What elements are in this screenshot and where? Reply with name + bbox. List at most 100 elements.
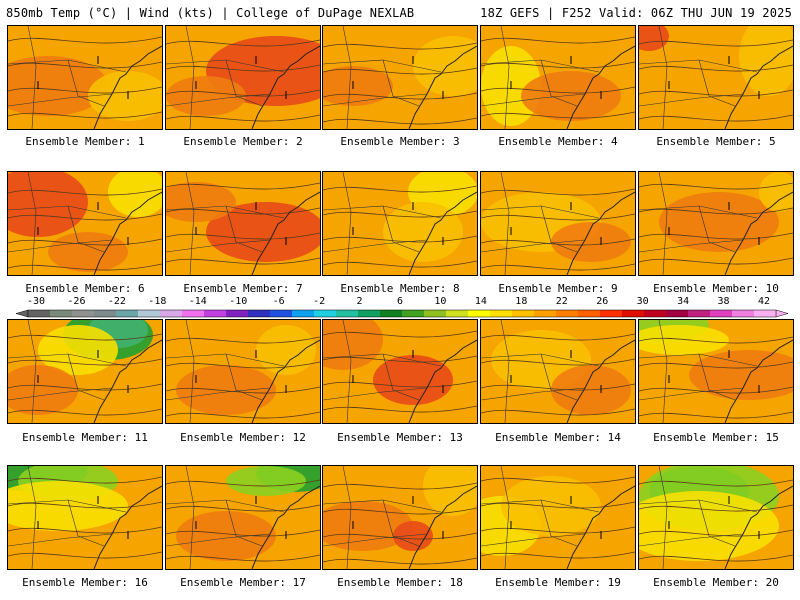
member-map-3 (322, 25, 478, 130)
member-label: Ensemble Member: 5 (656, 135, 776, 148)
coastline (93, 45, 162, 129)
height-contour (323, 117, 477, 125)
colorbar-tick-label: -6 (272, 296, 285, 307)
state-border (698, 499, 736, 547)
member-map-6 (7, 171, 163, 276)
colorbar-swatch (204, 310, 227, 317)
member-map-5 (638, 25, 794, 130)
temp-shade (48, 232, 128, 272)
colorbar-swatch (50, 310, 73, 317)
state-border (342, 26, 352, 129)
colorbar-swatch (336, 310, 359, 317)
temperature-map (8, 26, 162, 129)
member-label: Ensemble Member: 17 (180, 576, 306, 589)
state-border (500, 172, 510, 275)
temperature-map (8, 172, 162, 275)
coastline (93, 339, 162, 423)
colorbar-swatch (358, 310, 381, 317)
height-contour (166, 39, 320, 47)
member-label: Ensemble Member: 14 (495, 431, 621, 444)
height-contour (481, 238, 635, 246)
coastline (251, 339, 320, 423)
state-border (698, 59, 736, 107)
state-border (540, 353, 578, 401)
height-contour (639, 336, 793, 344)
colorbar-swatch (622, 310, 645, 317)
colorbar-swatch (512, 310, 535, 317)
temperature-map (481, 172, 635, 275)
temperature-map (639, 320, 793, 423)
height-contour (639, 554, 793, 562)
colorbar-tick-label: -14 (188, 296, 207, 307)
height-contour (8, 358, 162, 366)
height-contour (8, 111, 162, 119)
height-contour (8, 408, 162, 416)
state-border (166, 239, 271, 253)
state-border (67, 59, 105, 107)
state-border (382, 59, 420, 107)
state-border (500, 466, 510, 569)
colorbar-right-arrow (775, 309, 789, 318)
temp-shade (759, 172, 793, 212)
state-border (67, 205, 105, 253)
height-contour (481, 383, 635, 391)
temp-shade (551, 222, 631, 262)
height-contour (166, 361, 320, 369)
height-contour (8, 213, 162, 221)
state-border (658, 26, 668, 129)
colorbar-tick-label: -2 (313, 296, 326, 307)
state-border (342, 320, 352, 423)
coastline (408, 191, 477, 275)
state-border (185, 172, 195, 275)
height-contour (481, 86, 635, 94)
temp-shade (38, 325, 118, 375)
member-map-7 (165, 171, 321, 276)
member-label: Ensemble Member: 6 (25, 282, 145, 295)
colorbar-tick-label: 42 (757, 296, 771, 307)
member-label: Ensemble Member: 2 (183, 135, 303, 148)
height-contour (166, 182, 320, 190)
state-border (481, 387, 586, 401)
height-contour (323, 210, 477, 218)
state-border (382, 205, 420, 253)
member-map-11 (7, 319, 163, 424)
colorbar-swatch (226, 310, 249, 317)
height-contour (8, 551, 162, 559)
state-border (185, 26, 195, 129)
state-border (67, 499, 105, 547)
coastline (93, 191, 162, 275)
temp-shade (689, 350, 793, 400)
height-contour (323, 355, 477, 363)
height-contour (166, 257, 320, 265)
colorbar-swatch (28, 310, 51, 317)
member-map-16 (7, 465, 163, 570)
state-border (225, 205, 263, 253)
colorbar-swatch (424, 310, 447, 317)
colorbar-tick-label: 14 (474, 296, 487, 307)
colorbar-tick-label: 30 (636, 296, 649, 307)
height-contour (166, 207, 320, 215)
temp-shade (393, 521, 433, 551)
height-contour (323, 67, 477, 75)
state-border (8, 93, 113, 107)
member-map-1 (7, 25, 163, 130)
member-label: Ensemble Member: 20 (653, 576, 779, 589)
coastline (251, 485, 320, 569)
height-contour (481, 358, 635, 366)
coastline (724, 485, 793, 569)
height-contour (323, 405, 477, 413)
temp-shade (323, 501, 413, 551)
state-border (27, 320, 37, 423)
height-contour (166, 114, 320, 122)
state-border (323, 533, 428, 547)
member-label: Ensemble Member: 4 (498, 135, 618, 148)
height-contour (481, 408, 635, 416)
height-contour (323, 260, 477, 268)
height-contour (481, 36, 635, 44)
colorbar-swatch (468, 310, 491, 317)
colorbar-swatch (578, 310, 601, 317)
member-map-18 (322, 465, 478, 570)
colorbar-swatch (732, 310, 755, 317)
temp-shade (8, 172, 88, 237)
member-label: Ensemble Member: 3 (340, 135, 460, 148)
